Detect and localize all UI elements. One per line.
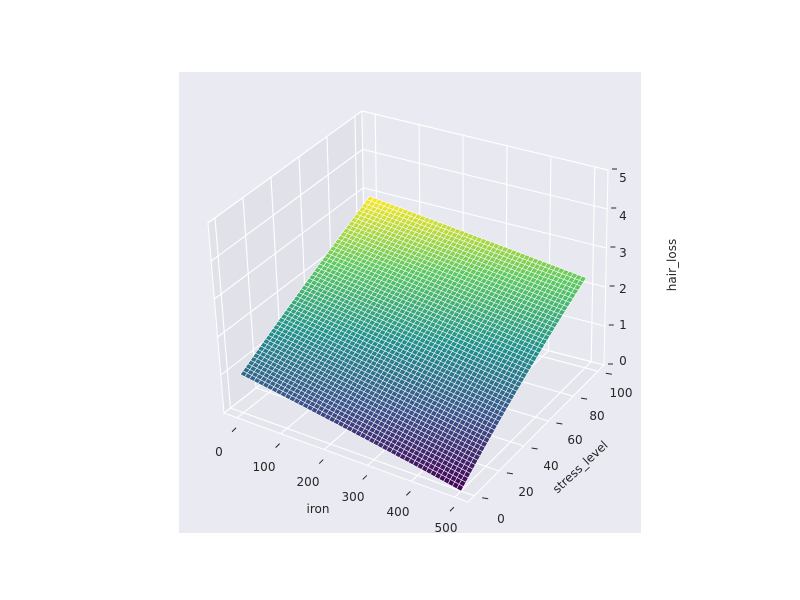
y-tick-label-5: 100 — [610, 386, 633, 400]
x-tick-label-5: 500 — [435, 521, 458, 535]
z-tick-label-1: 1 — [619, 318, 627, 332]
x-tick-label-4: 400 — [387, 505, 410, 519]
x-tick-mark — [275, 443, 280, 449]
x-tick-mark — [362, 475, 368, 480]
y-tick-label-4: 80 — [589, 409, 604, 423]
z-gridline — [214, 187, 607, 300]
z-tick-label-4: 4 — [619, 209, 627, 223]
surface-cell — [456, 483, 464, 492]
axis-ticks — [231, 168, 617, 512]
x-tick-mark — [231, 427, 237, 433]
z-gridline — [210, 148, 608, 262]
x-tick-label-2: 200 — [297, 475, 320, 489]
y-tick-label-1: 20 — [518, 485, 533, 499]
z-tick-label-5: 5 — [619, 171, 627, 185]
y-tick-mark — [556, 422, 563, 425]
y-tick-mark — [482, 497, 489, 500]
y-tick-mark — [531, 447, 538, 450]
x-tick-label-0: 0 — [215, 445, 223, 459]
y-tick-label-0: 0 — [497, 512, 505, 526]
y-tick-mark — [581, 397, 588, 400]
z-tick-label-0: 0 — [619, 354, 627, 368]
z-axis-label: hair_loss — [665, 239, 679, 291]
y-tick-mark — [506, 472, 513, 475]
surface-mesh — [239, 195, 587, 492]
x-tick-label-1: 100 — [253, 460, 276, 474]
x-tick-label-3: 300 — [342, 490, 365, 504]
y-tick-label-2: 40 — [543, 459, 558, 473]
z-tick-label-2: 2 — [619, 282, 627, 296]
z-gridline — [207, 110, 609, 224]
y-tick-label-3: 60 — [567, 433, 582, 447]
x-tick-mark — [318, 459, 324, 464]
z-tick-label-3: 3 — [619, 246, 627, 260]
x-axis-label: iron — [307, 502, 330, 516]
x-tick-mark — [406, 490, 411, 496]
y-tick-mark — [605, 372, 612, 375]
x-tick-mark — [449, 506, 455, 512]
